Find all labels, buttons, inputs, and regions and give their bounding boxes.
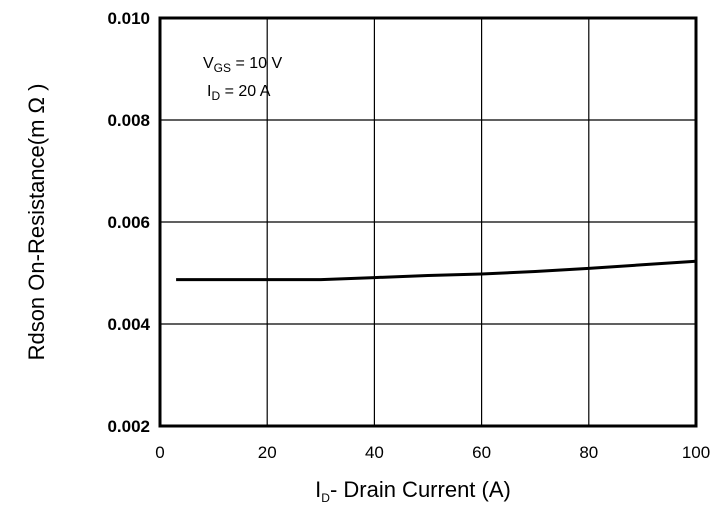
x-axis-title: ID- Drain Current (A) <box>315 477 511 505</box>
grid <box>160 18 696 426</box>
x-tick-label: 60 <box>472 443 491 462</box>
x-tick-label: 0 <box>155 443 164 462</box>
series-layer <box>176 259 697 282</box>
x-tick-label: 40 <box>365 443 384 462</box>
annotation-vgs: VGS = 10 V <box>203 55 282 75</box>
series-line-rdson <box>176 259 697 282</box>
y-tick-label: 0.004 <box>107 315 150 334</box>
x-tick-labels: 0 20 40 60 80 100 <box>155 443 710 462</box>
plot-frame <box>158 16 698 428</box>
y-tick-labels: 0.002 0.004 0.006 0.008 0.010 <box>107 9 150 436</box>
x-tick-label: 20 <box>258 443 277 462</box>
x-tick-label: 100 <box>682 443 710 462</box>
x-tick-label: 80 <box>579 443 598 462</box>
y-tick-label: 0.002 <box>107 417 150 436</box>
y-tick-label: 0.006 <box>107 213 150 232</box>
annotation-id: ID = 20 A <box>207 83 271 103</box>
y-tick-label: 0.008 <box>107 111 150 130</box>
y-axis-title: Rdson On-Resistance(m Ω ) <box>24 84 49 361</box>
y-tick-label: 0.010 <box>107 9 150 28</box>
